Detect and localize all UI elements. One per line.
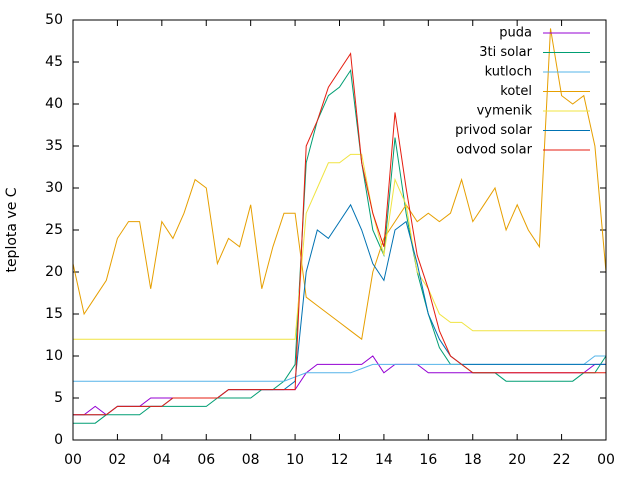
x-tick-label: 00 — [64, 452, 82, 468]
x-tick-label: 12 — [331, 452, 349, 468]
legend-label: odvod solar — [456, 143, 533, 158]
y-tick-label: 25 — [45, 222, 63, 238]
x-tick-label: 04 — [153, 452, 171, 468]
x-tick-label: 06 — [197, 452, 215, 468]
y-tick-label: 30 — [45, 180, 63, 196]
x-tick-label: 08 — [242, 452, 260, 468]
y-tick-label: 20 — [45, 264, 63, 280]
legend-label: kotel — [500, 84, 532, 99]
legend-label: kutloch — [485, 65, 532, 80]
y-tick-label: 50 — [45, 12, 63, 28]
series-line — [73, 153, 606, 340]
legend-label: 3ti solar — [479, 45, 532, 60]
x-tick-label: 14 — [375, 452, 393, 468]
y-tick-label: 5 — [54, 390, 63, 406]
y-tick-label: 40 — [45, 96, 63, 112]
y-axis-label: teplota ve C — [4, 187, 20, 272]
y-tick-label: 45 — [45, 54, 63, 70]
x-tick-label: 20 — [508, 452, 526, 468]
plot-border — [72, 19, 607, 441]
y-tick-label: 15 — [45, 306, 63, 322]
x-tick-label: 22 — [553, 452, 571, 468]
x-tick-label: 18 — [464, 452, 482, 468]
y-tick-label: 35 — [45, 138, 63, 154]
legend-label: privod solar — [455, 123, 533, 138]
series-line — [73, 355, 606, 382]
y-tick-label: 0 — [54, 432, 63, 448]
x-tick-label: 10 — [286, 452, 304, 468]
x-tick-label: 00 — [597, 452, 615, 468]
x-tick-label: 02 — [109, 452, 127, 468]
legend-label: vymenik — [477, 104, 533, 119]
legend-label: puda — [499, 26, 532, 41]
series-line — [73, 203, 606, 416]
series-line — [73, 52, 606, 416]
series-line — [72, 28, 607, 341]
y-tick-label: 10 — [45, 348, 63, 364]
x-tick-label: 16 — [419, 452, 437, 468]
